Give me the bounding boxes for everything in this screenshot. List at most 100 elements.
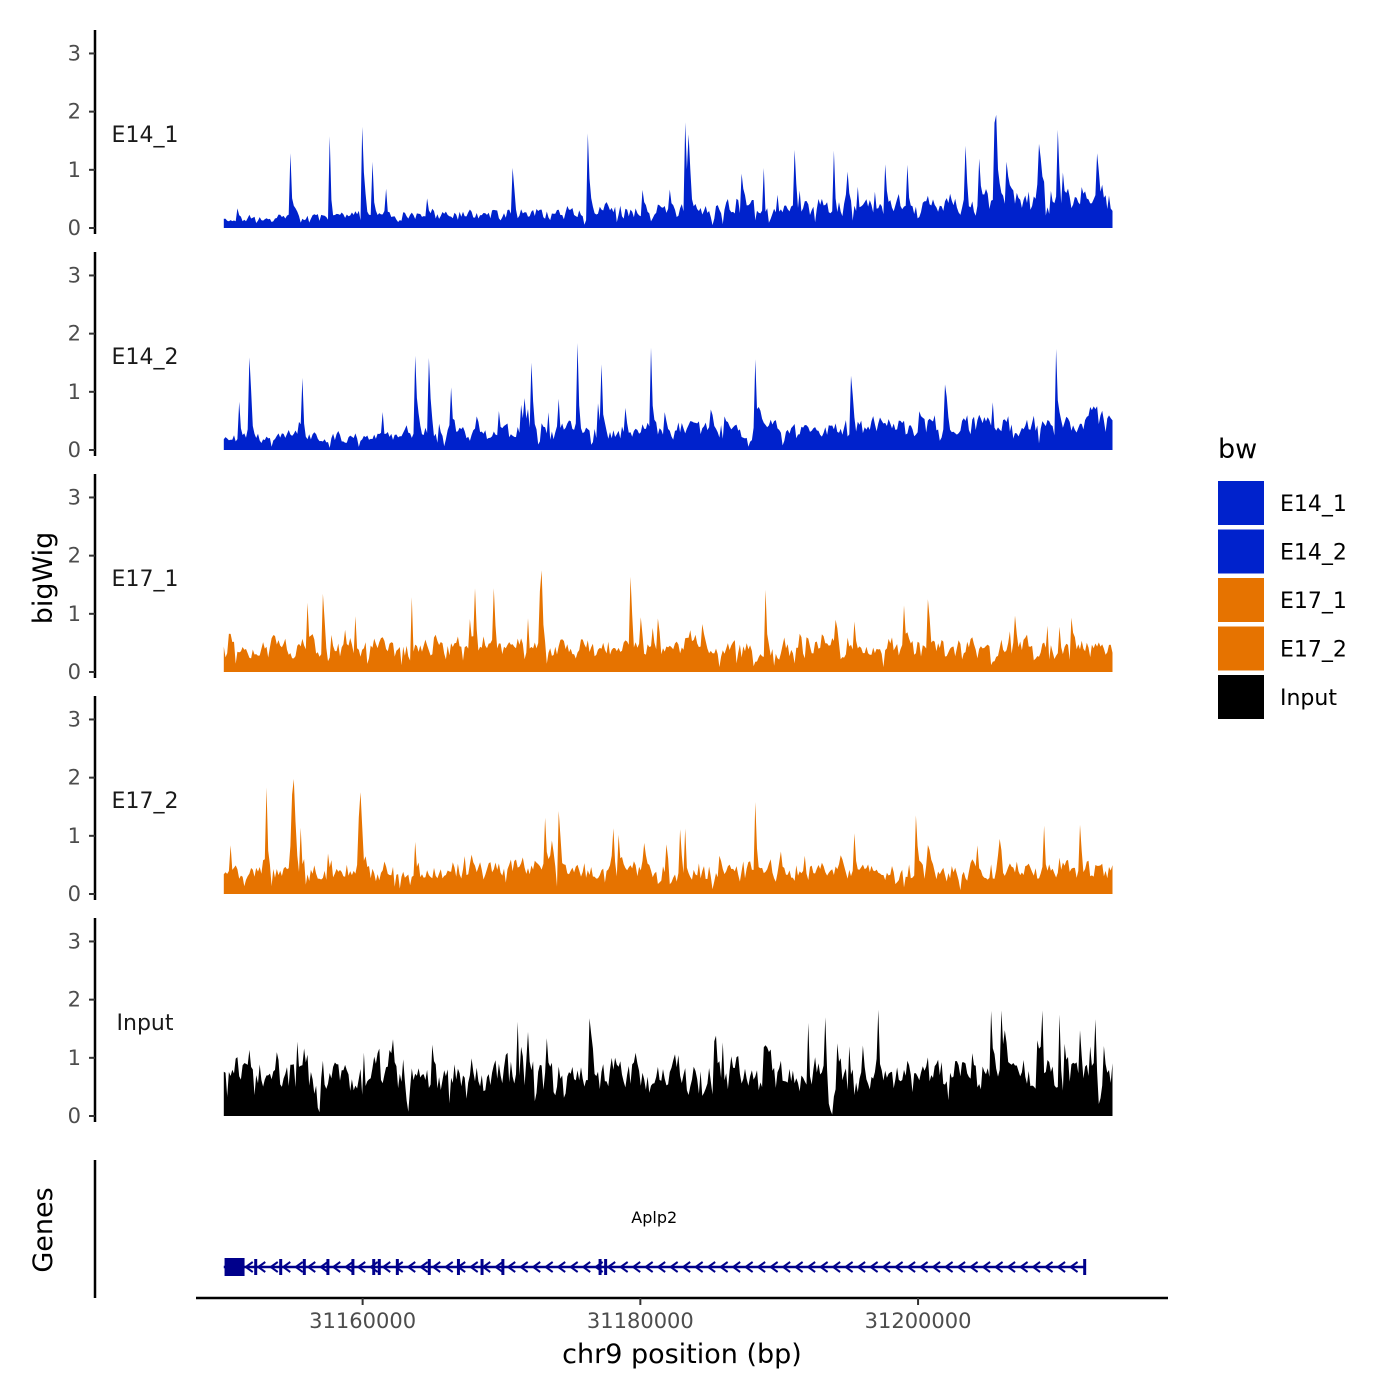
strand-chevron [344, 1261, 354, 1273]
genes-axis-title: Genes [28, 1187, 59, 1272]
signal-area-e17-2 [223, 779, 1113, 894]
strand-chevron [306, 1261, 316, 1273]
track-e14-2: 0 1 2 3 E14_2 [68, 252, 1113, 462]
track-e17-2: 0 1 2 3 E17_2 [68, 696, 1113, 906]
strand-chevron [968, 1261, 979, 1273]
strand-chevron [868, 1261, 879, 1273]
signal-area-e17-1 [223, 570, 1113, 672]
track-label: Input [117, 1011, 174, 1036]
strand-chevron [956, 1261, 966, 1273]
strand-chevron [881, 1261, 891, 1273]
strand-chevron [394, 1261, 404, 1273]
y-tick-label: 3 [68, 929, 81, 953]
strand-chevron [493, 1261, 504, 1273]
x-axis: 31160000 31180000 31200000 [196, 1296, 1168, 1333]
strand-chevron [731, 1261, 741, 1273]
track-label: E17_1 [112, 567, 179, 592]
strand-chevron [281, 1261, 291, 1273]
strand-chevron [1056, 1261, 1066, 1273]
legend-item: E17_2 [1218, 626, 1347, 671]
strand-chevron [606, 1261, 616, 1273]
legend-label: E14_1 [1280, 492, 1347, 517]
strand-chevron [618, 1261, 629, 1273]
y-tick-label: 2 [68, 766, 81, 790]
strand-chevron [706, 1261, 716, 1273]
strand-chevron [518, 1261, 529, 1273]
gene-exon [480, 1259, 484, 1275]
strand-chevron [718, 1261, 729, 1273]
x-axis-title: chr9 position (bp) [562, 1339, 802, 1370]
strand-chevron [818, 1261, 829, 1273]
gene-name-label: Aplp2 [631, 1208, 677, 1227]
strand-chevron [643, 1261, 654, 1273]
strand-chevron [831, 1261, 841, 1273]
strand-chevron [1006, 1261, 1016, 1273]
x-tick-label: 31160000 [309, 1309, 416, 1333]
legend-label: E17_2 [1280, 638, 1347, 663]
y-tick-label: 0 [68, 660, 81, 684]
strand-chevron [906, 1261, 916, 1273]
y-tick-label: 3 [68, 263, 81, 287]
signal-tracks: 0 1 2 3 E14_1 0 1 2 3 E14_2 0 1 2 3 E17_1 0 1 2 3 E17_2 0 1 2 3… [68, 30, 1113, 1128]
strand-chevron [319, 1261, 329, 1273]
y-tick-label: 1 [68, 158, 81, 182]
strand-chevron [568, 1261, 579, 1273]
strand-chevron [743, 1261, 754, 1273]
gene-exon [351, 1259, 355, 1275]
y-tick-label: 3 [68, 707, 81, 731]
legend-label: Input [1280, 686, 1337, 711]
strand-chevron [843, 1261, 854, 1273]
y-tick-label: 3 [68, 41, 81, 65]
strand-chevron [781, 1261, 791, 1273]
legend-swatch [1218, 481, 1264, 525]
strand-chevron [1043, 1261, 1054, 1273]
legend-item: E17_1 [1218, 578, 1347, 622]
gene-exon [1083, 1259, 1087, 1275]
strand-chevron [244, 1261, 254, 1273]
track-label: E14_1 [112, 123, 179, 148]
y-tick-label: 2 [68, 988, 81, 1012]
y-tick-label: 2 [68, 322, 81, 346]
legend-item: E14_1 [1218, 481, 1347, 525]
signal-area-input [223, 1009, 1113, 1116]
y-tick-label: 3 [68, 485, 81, 509]
strand-chevron [1068, 1261, 1079, 1273]
legend-swatch [1218, 578, 1264, 622]
y-tick-label: 2 [68, 544, 81, 568]
strand-chevron [431, 1261, 441, 1273]
gene-exon [456, 1259, 460, 1275]
strand-chevron [793, 1261, 804, 1273]
strand-chevron [556, 1261, 566, 1273]
legend-item: Input [1218, 675, 1337, 719]
gene-exon [326, 1259, 330, 1275]
strand-chevron [256, 1261, 266, 1273]
strand-chevron [943, 1261, 954, 1273]
strand-chevron [543, 1261, 554, 1273]
strand-chevron [331, 1261, 341, 1273]
strand-chevron [468, 1261, 479, 1273]
strand-chevron [756, 1261, 766, 1273]
y-tick-label: 1 [68, 602, 81, 626]
track-e17-1: 0 1 2 3 E17_1 [68, 474, 1113, 684]
strand-chevron [1031, 1261, 1041, 1273]
strand-chevron [856, 1261, 866, 1273]
gene-exon [279, 1259, 283, 1275]
signal-area-e14-1 [223, 114, 1113, 228]
gene-exon [238, 1259, 242, 1275]
legend-swatch [1218, 675, 1264, 719]
strand-chevron [931, 1261, 941, 1273]
strand-chevron [656, 1261, 666, 1273]
strand-chevron [993, 1261, 1004, 1273]
legend-swatch [1218, 626, 1264, 671]
strand-chevron [893, 1261, 904, 1273]
strand-chevron [631, 1261, 641, 1273]
legend-label: E14_2 [1280, 541, 1347, 566]
gene-exon [302, 1259, 306, 1275]
strand-chevron [981, 1261, 991, 1273]
y-tick-label: 1 [68, 380, 81, 404]
y-tick-label: 0 [68, 1104, 81, 1128]
gene-exon [427, 1259, 431, 1275]
strand-chevron [681, 1261, 691, 1273]
strand-chevron [369, 1261, 379, 1273]
strand-chevron [381, 1261, 391, 1273]
